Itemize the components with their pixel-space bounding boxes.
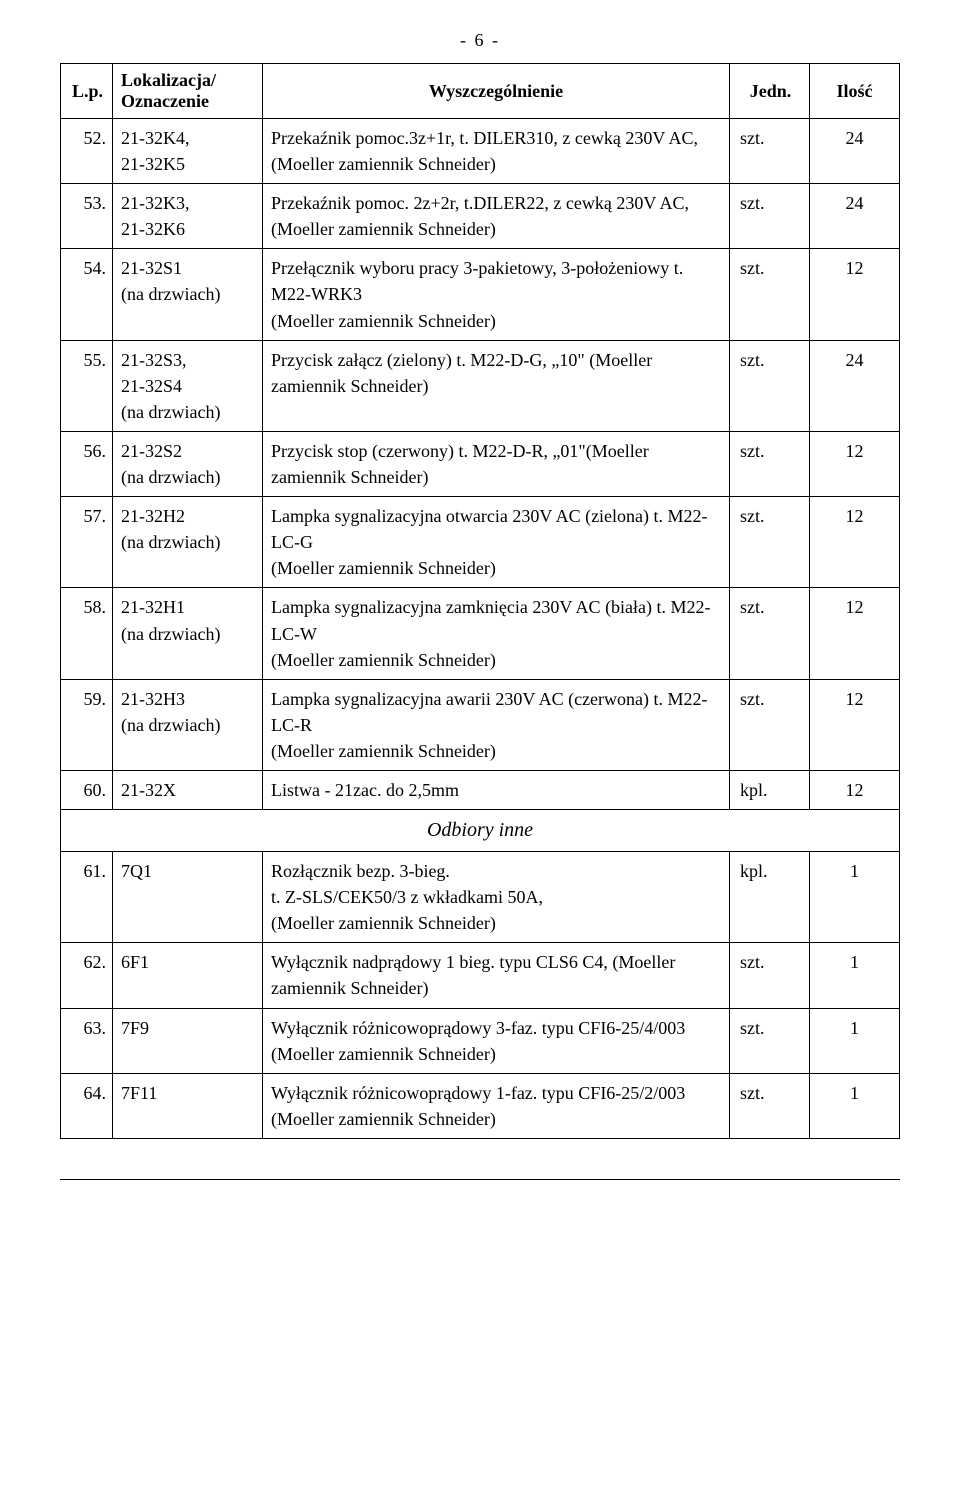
cell-unit: szt. [730,588,810,679]
cell-spec: Przełącznik wyboru pracy 3-pakietowy, 3-… [263,249,730,340]
cell-spec: Lampka sygnalizacyjna otwarcia 230V AC (… [263,497,730,588]
cell-unit: szt. [730,1073,810,1138]
cell-loc: 21-32S1 (na drzwiach) [113,249,263,340]
cell-lp: 58. [61,588,113,679]
cell-loc: 6F1 [113,943,263,1008]
cell-loc: 7F9 [113,1008,263,1073]
cell-unit: szt. [730,943,810,1008]
cell-unit: szt. [730,1008,810,1073]
table-row: 54.21-32S1 (na drzwiach)Przełącznik wybo… [61,249,900,340]
cell-qty: 12 [810,588,900,679]
cell-qty: 1 [810,1073,900,1138]
cell-spec: Listwa - 21zac. do 2,5mm [263,770,730,809]
header-loc-line2: Oznaczenie [121,91,209,111]
document-page: - 6 - L.p. Lokalizacja/ Oznaczenie Wyszc… [0,0,960,1238]
cell-spec: Rozłącznik bezp. 3-bieg. t. Z-SLS/CEK50/… [263,852,730,943]
cell-qty: 1 [810,852,900,943]
cell-lp: 56. [61,431,113,496]
cell-qty: 12 [810,497,900,588]
cell-unit: szt. [730,184,810,249]
cell-qty: 12 [810,431,900,496]
cell-loc: 21-32H3 (na drzwiach) [113,679,263,770]
header-loc-line1: Lokalizacja/ [121,70,216,90]
header-lp: L.p. [61,64,113,119]
cell-loc: 21-32X [113,770,263,809]
header-loc: Lokalizacja/ Oznaczenie [113,64,263,119]
table-row: 52.21-32K4, 21-32K5Przekaźnik pomoc.3z+1… [61,119,900,184]
cell-qty: 1 [810,943,900,1008]
cell-lp: 61. [61,852,113,943]
cell-unit: szt. [730,119,810,184]
bottom-separator [60,1179,900,1180]
table-row: 62.6F1Wyłącznik nadprądowy 1 bieg. typu … [61,943,900,1008]
cell-lp: 55. [61,340,113,431]
cell-lp: 63. [61,1008,113,1073]
header-spec: Wyszczególnienie [263,64,730,119]
cell-spec: Wyłącznik nadprądowy 1 bieg. typu CLS6 C… [263,943,730,1008]
cell-loc: 21-32K3, 21-32K6 [113,184,263,249]
table-body: 52.21-32K4, 21-32K5Przekaźnik pomoc.3z+1… [61,119,900,1139]
cell-spec: Przycisk stop (czerwony) t. M22-D-R, „01… [263,431,730,496]
cell-qty: 12 [810,770,900,809]
cell-unit: szt. [730,497,810,588]
table-row: 63.7F9Wyłącznik różnicowoprądowy 3-faz. … [61,1008,900,1073]
cell-qty: 24 [810,340,900,431]
cell-spec: Lampka sygnalizacyjna awarii 230V AC (cz… [263,679,730,770]
table-row: 61.7Q1Rozłącznik bezp. 3-bieg. t. Z-SLS/… [61,852,900,943]
cell-lp: 52. [61,119,113,184]
cell-spec: Przekaźnik pomoc. 2z+2r, t.DILER22, z ce… [263,184,730,249]
cell-lp: 57. [61,497,113,588]
cell-lp: 59. [61,679,113,770]
table-row: Odbiory inne [61,810,900,852]
cell-loc: 21-32S2 (na drzwiach) [113,431,263,496]
cell-lp: 60. [61,770,113,809]
cell-lp: 62. [61,943,113,1008]
page-number: - 6 - [60,30,900,51]
cell-unit: szt. [730,431,810,496]
table-row: 59.21-32H3 (na drzwiach)Lampka sygnaliza… [61,679,900,770]
cell-qty: 24 [810,184,900,249]
spec-table: L.p. Lokalizacja/ Oznaczenie Wyszczególn… [60,63,900,1139]
table-row: 58.21-32H1 (na drzwiach)Lampka sygnaliza… [61,588,900,679]
cell-spec: Lampka sygnalizacyjna zamknięcia 230V AC… [263,588,730,679]
table-row: 53.21-32K3, 21-32K6Przekaźnik pomoc. 2z+… [61,184,900,249]
table-row: 60.21-32XListwa - 21zac. do 2,5mmkpl.12 [61,770,900,809]
cell-qty: 1 [810,1008,900,1073]
table-header-row: L.p. Lokalizacja/ Oznaczenie Wyszczególn… [61,64,900,119]
table-row: 55.21-32S3, 21-32S4 (na drzwiach)Przycis… [61,340,900,431]
cell-unit: kpl. [730,852,810,943]
cell-spec: Wyłącznik różnicowoprądowy 1-faz. typu C… [263,1073,730,1138]
section-title: Odbiory inne [61,810,900,852]
cell-unit: kpl. [730,770,810,809]
table-row: 64.7F11Wyłącznik różnicowoprądowy 1-faz.… [61,1073,900,1138]
table-row: 57.21-32H2 (na drzwiach)Lampka sygnaliza… [61,497,900,588]
cell-lp: 64. [61,1073,113,1138]
cell-spec: Przekaźnik pomoc.3z+1r, t. DILER310, z c… [263,119,730,184]
cell-unit: szt. [730,340,810,431]
cell-unit: szt. [730,249,810,340]
cell-spec: Przycisk załącz (zielony) t. M22-D-G, „1… [263,340,730,431]
cell-lp: 54. [61,249,113,340]
cell-qty: 12 [810,679,900,770]
cell-qty: 12 [810,249,900,340]
cell-lp: 53. [61,184,113,249]
cell-loc: 21-32S3, 21-32S4 (na drzwiach) [113,340,263,431]
cell-loc: 21-32K4, 21-32K5 [113,119,263,184]
cell-loc: 7Q1 [113,852,263,943]
cell-loc: 7F11 [113,1073,263,1138]
cell-spec: Wyłącznik różnicowoprądowy 3-faz. typu C… [263,1008,730,1073]
header-unit: Jedn. [730,64,810,119]
table-row: 56.21-32S2 (na drzwiach)Przycisk stop (c… [61,431,900,496]
header-qty: Ilość [810,64,900,119]
cell-loc: 21-32H1 (na drzwiach) [113,588,263,679]
cell-unit: szt. [730,679,810,770]
cell-qty: 24 [810,119,900,184]
cell-loc: 21-32H2 (na drzwiach) [113,497,263,588]
